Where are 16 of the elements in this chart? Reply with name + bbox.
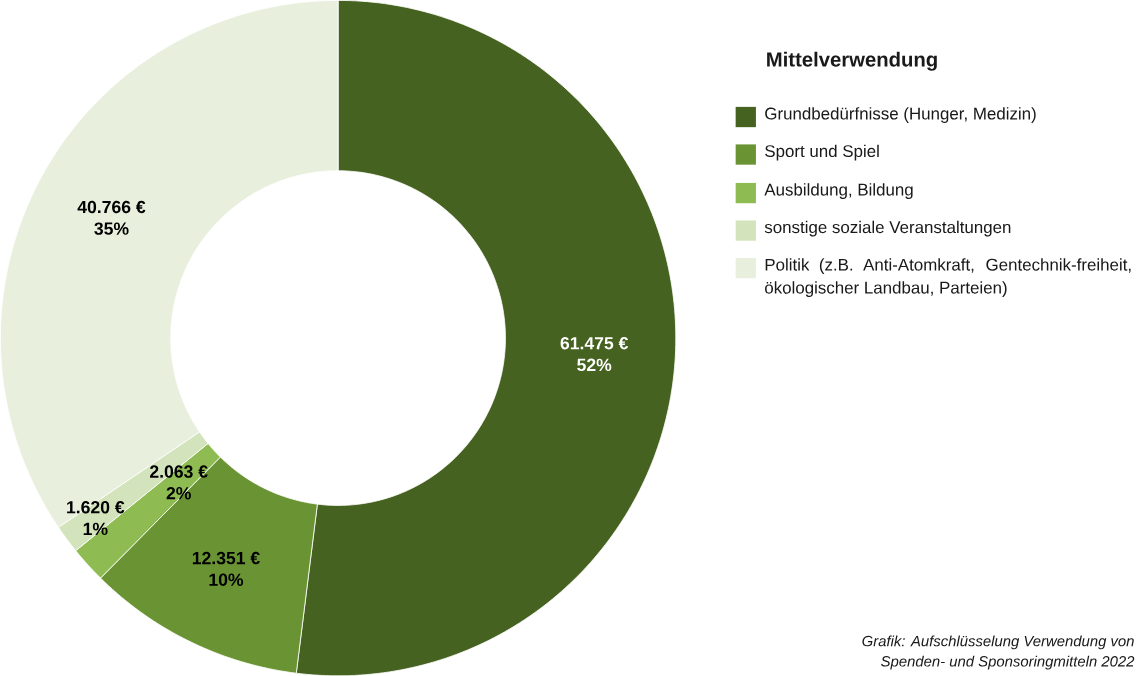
legend-label: sonstige soziale Veranstaltungen (764, 220, 1011, 237)
text: 35% (94, 222, 129, 235)
text: Grafik: Aufschlüsselung Verwendung von (862, 635, 1134, 650)
text: 52% (577, 358, 612, 372)
legend-title: Mittelverwendung (767, 51, 937, 71)
legend-label: Sport und Spiel (765, 144, 879, 161)
text: 1% (83, 522, 108, 536)
data-label: 40.766 € (77, 200, 146, 214)
legend-label: Ausbildung, Bildung (764, 183, 913, 200)
data-label: 12.351 € (192, 551, 260, 565)
data-label: 1.620 € (67, 501, 125, 514)
legend-label: Politik (z.B. Anti-Atomkraft, Gentechnik-freiheit, ökologischer Landbau, Parteien) (765, 258, 1131, 298)
text: 10% (209, 573, 244, 587)
legend-label: Grundbedürfnisse (Hunger, Medizin) (765, 107, 1036, 123)
text: Spenden- und Sponsoringmitteln 2022 (881, 655, 1135, 670)
data-label: 61.475 € (560, 337, 629, 350)
